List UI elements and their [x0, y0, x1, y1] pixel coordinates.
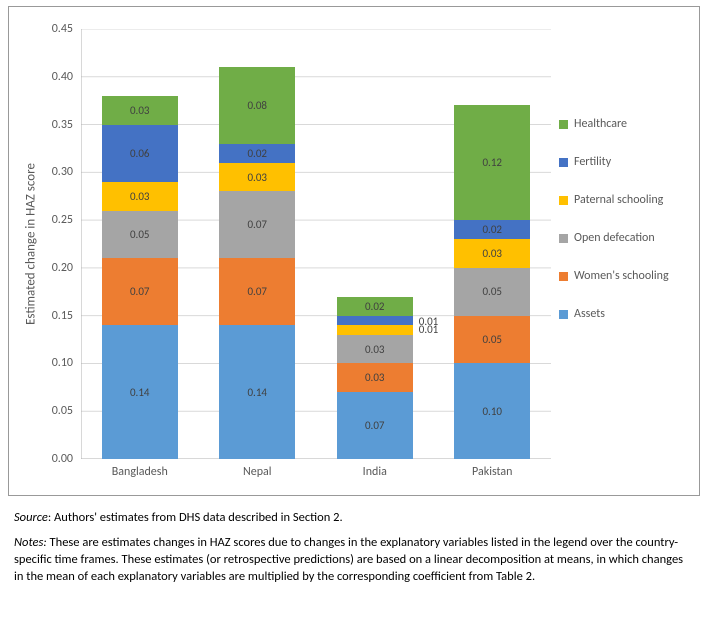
- seg-paternal_schooling: 0.03: [102, 182, 178, 211]
- caption-source-text: : Authors' estimates from DHS data descr…: [48, 510, 343, 525]
- seg-assets: 0.14: [102, 325, 178, 459]
- seg-healthcare: 0.08: [219, 67, 295, 143]
- legend-label: Women's schooling: [574, 269, 669, 283]
- seg-label: 0.14: [247, 386, 267, 399]
- seg-label: 0.03: [365, 371, 385, 384]
- legend-item-paternal_schooling: Paternal schooling: [559, 193, 689, 207]
- legend-label: Paternal schooling: [574, 193, 663, 207]
- seg-womens_schooling: 0.05: [454, 316, 530, 364]
- y-tick-label: 0.30: [33, 165, 73, 179]
- bar-nepal: 0.14 0.07 0.07 0.03 0.02 0.08: [219, 29, 295, 459]
- chart-frame: 0.14 0.07 0.05 0.03 0.06 0.03 0.14 0.07 0.07 0.03…: [8, 6, 700, 496]
- seg-label: 0.05: [130, 228, 150, 241]
- bar-bangladesh: 0.14 0.07 0.05 0.03 0.06 0.03: [102, 29, 178, 459]
- seg-label: 0.03: [365, 343, 385, 356]
- seg-paternal_schooling: 0.03: [454, 239, 530, 268]
- legend-item-open_defecation: Open defecation: [559, 231, 689, 245]
- y-tick-label: 0.35: [33, 118, 73, 132]
- legend: Healthcare Fertility Paternal schooling Ope…: [559, 117, 689, 345]
- caption-notes: Notes: These are estimates changes in HA…: [14, 535, 694, 586]
- seg-label: 0.07: [365, 419, 385, 432]
- legend-swatch: [559, 120, 568, 129]
- caption-notes-text: These are estimates changes in HAZ score…: [14, 535, 683, 584]
- caption-block: Source: Authors' estimates from DHS data…: [14, 510, 694, 594]
- seg-open_defecation: 0.05: [102, 211, 178, 259]
- x-category-label: India: [363, 465, 387, 479]
- legend-label: Healthcare: [574, 117, 627, 131]
- seg-label: 0.05: [482, 285, 502, 298]
- y-tick-label: 0.15: [33, 309, 73, 323]
- seg-label-outside: 0.01: [419, 315, 439, 328]
- y-tick-label: 0.45: [33, 22, 73, 36]
- x-category-label: Nepal: [243, 465, 272, 479]
- legend-item-fertility: Fertility: [559, 155, 689, 169]
- seg-womens_schooling: 0.03: [337, 363, 413, 392]
- legend-item-womens_schooling: Women's schooling: [559, 269, 689, 283]
- seg-fertility: 0.02: [454, 220, 530, 239]
- seg-healthcare: 0.12: [454, 105, 530, 220]
- seg-womens_schooling: 0.07: [219, 258, 295, 325]
- seg-healthcare: 0.02: [337, 297, 413, 316]
- legend-item-healthcare: Healthcare: [559, 117, 689, 131]
- x-category-label: Bangladesh: [112, 465, 168, 479]
- bar-india: 0.07 0.03 0.03 0.02: [337, 29, 413, 459]
- seg-womens_schooling: 0.07: [102, 258, 178, 325]
- x-category-label: Pakistan: [472, 465, 512, 479]
- legend-label: Open defecation: [574, 231, 655, 245]
- seg-label: 0.02: [482, 223, 502, 236]
- seg-label: 0.12: [482, 156, 502, 169]
- seg-open_defecation: 0.07: [219, 191, 295, 258]
- y-tick-label: 0.00: [33, 452, 73, 466]
- y-axis-title: Estimated change in HAZ score: [24, 163, 39, 325]
- y-tick-label: 0.05: [33, 404, 73, 418]
- y-tick-label: 0.25: [33, 213, 73, 227]
- seg-assets: 0.14: [219, 325, 295, 459]
- y-tick-label: 0.20: [33, 261, 73, 275]
- seg-label: 0.03: [482, 247, 502, 260]
- seg-label: 0.03: [247, 171, 267, 184]
- legend-swatch: [559, 234, 568, 243]
- seg-open_defecation: 0.03: [337, 335, 413, 364]
- seg-label: 0.02: [247, 147, 267, 160]
- seg-assets: 0.10: [454, 363, 530, 459]
- seg-assets: 0.07: [337, 392, 413, 459]
- legend-label: Fertility: [574, 155, 611, 169]
- legend-swatch: [559, 158, 568, 167]
- seg-label: 0.03: [130, 190, 150, 203]
- legend-label: Assets: [574, 307, 605, 321]
- plot-area: 0.14 0.07 0.05 0.03 0.06 0.03 0.14 0.07 0.07 0.03…: [81, 29, 551, 459]
- legend-swatch: [559, 196, 568, 205]
- caption-source: Source: Authors' estimates from DHS data…: [14, 510, 694, 527]
- legend-swatch: [559, 310, 568, 319]
- seg-label: 0.06: [130, 147, 150, 160]
- caption-notes-lead: Notes:: [14, 535, 47, 550]
- seg-label: 0.07: [247, 218, 267, 231]
- seg-paternal_schooling: [337, 325, 413, 335]
- y-tick-label: 0.40: [33, 70, 73, 84]
- seg-label: 0.10: [482, 405, 502, 418]
- seg-fertility: 0.02: [219, 144, 295, 163]
- seg-label: 0.07: [247, 285, 267, 298]
- seg-healthcare: 0.03: [102, 96, 178, 125]
- y-tick-label: 0.10: [33, 356, 73, 370]
- seg-fertility: [337, 316, 413, 326]
- caption-source-lead: Source: [14, 510, 48, 525]
- seg-fertility: 0.06: [102, 125, 178, 182]
- legend-swatch: [559, 272, 568, 281]
- seg-label: 0.08: [247, 99, 267, 112]
- seg-label: 0.07: [130, 285, 150, 298]
- legend-item-assets: Assets: [559, 307, 689, 321]
- bar-pakistan: 0.10 0.05 0.05 0.03 0.02 0.12: [454, 29, 530, 459]
- seg-paternal_schooling: 0.03: [219, 163, 295, 192]
- seg-label: 0.14: [130, 386, 150, 399]
- seg-label: 0.05: [482, 333, 502, 346]
- seg-label: 0.03: [130, 104, 150, 117]
- seg-label: 0.02: [365, 300, 385, 313]
- seg-open_defecation: 0.05: [454, 268, 530, 316]
